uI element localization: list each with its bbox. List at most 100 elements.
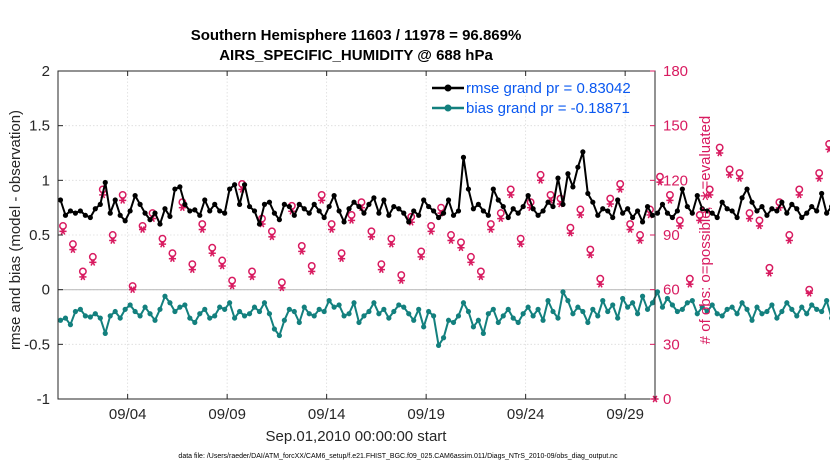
rmse-point: [411, 208, 417, 214]
bias-point: [639, 293, 646, 299]
bias-point: [809, 302, 815, 308]
obs-possible-point: [208, 243, 217, 252]
bias-point: [734, 311, 740, 317]
bias-point: [137, 313, 143, 319]
rmse-point: [306, 210, 312, 216]
rmse-point: [600, 206, 606, 212]
rmse-point: [316, 208, 322, 214]
obs-evaluated-point: [536, 176, 545, 184]
y2-tick-label: 120: [663, 172, 688, 189]
bias-point: [341, 313, 347, 319]
obs-evaluated-point: [168, 255, 177, 263]
bias-point: [560, 289, 566, 295]
obs-evaluated-point: [268, 233, 276, 241]
obs-evaluated-point: [467, 258, 475, 266]
rmse-point: [406, 219, 412, 225]
rmse-point: [82, 212, 88, 218]
obs-evaluated-point: [129, 286, 137, 294]
obs-evaluated-point: [596, 280, 604, 288]
rmse-point: [455, 208, 462, 214]
bias-point: [590, 306, 596, 312]
obs-possible-point: [367, 227, 376, 236]
rmse-point: [809, 203, 815, 210]
series-layer: [57, 149, 830, 349]
rmse-point: [814, 208, 820, 214]
bias-point: [664, 295, 671, 302]
bias-point: [749, 317, 755, 323]
rmse-point: [480, 208, 486, 214]
rmse-point: [117, 212, 123, 218]
obs-evaluated-point: [427, 227, 435, 235]
obs-evaluated-point: [347, 216, 356, 224]
obs-evaluated-point: [805, 289, 813, 297]
obs-possible-point: [68, 240, 77, 249]
bias-point: [336, 302, 342, 308]
rmse-point: [769, 206, 775, 212]
obs-evaluated-point: [676, 222, 684, 230]
bias-point: [227, 300, 233, 306]
bias-point: [580, 308, 586, 315]
rmse-point: [774, 208, 780, 214]
rmse-point: [67, 208, 74, 214]
bias-point: [724, 306, 730, 312]
bias-point: [669, 302, 676, 308]
bias-point: [217, 304, 223, 310]
bias-point: [331, 304, 337, 310]
rmse-point: [450, 212, 457, 218]
obs-evaluated-point: [755, 222, 764, 230]
obs-possible-point: [586, 245, 595, 254]
rmse-point: [157, 221, 163, 227]
x-tick-label: 09/04: [109, 406, 147, 423]
bias-point: [57, 317, 64, 323]
bias-point: [232, 315, 238, 321]
bias-point: [406, 311, 412, 317]
x-tick-label: 09/19: [407, 406, 445, 423]
bias-point: [127, 302, 133, 308]
bias-point: [97, 315, 103, 321]
bias-point: [570, 311, 576, 317]
obs-evaluated-point: [158, 240, 167, 248]
rmse-point: [421, 197, 427, 203]
bias-point: [321, 308, 327, 315]
rmse-point: [620, 210, 626, 216]
rmse-point: [197, 212, 203, 218]
bias-point: [236, 308, 243, 315]
bias-point: [301, 304, 307, 310]
bias-point: [167, 300, 173, 306]
bias-point: [306, 311, 312, 317]
rmse-point: [510, 206, 516, 212]
legend: rmse grand pr = 0.83042 bias grand pr = …: [432, 80, 631, 117]
bias-point: [620, 295, 626, 302]
rmse-point: [187, 208, 193, 214]
bias-point: [192, 319, 198, 326]
bias-point: [381, 306, 387, 312]
obs-possible-point: [626, 220, 635, 229]
bias-point: [207, 315, 213, 321]
rmse-point: [500, 203, 506, 210]
bias-point: [256, 308, 263, 315]
obs-evaluated-point: [616, 185, 624, 193]
bias-point: [485, 311, 491, 317]
bias-point: [774, 315, 780, 321]
obs-possible-point: [636, 231, 645, 239]
bias-point: [530, 313, 536, 319]
bias-point: [296, 319, 302, 326]
obs-possible-point: [397, 271, 406, 280]
bias-point: [426, 308, 432, 315]
obs-evaluated-point: [825, 145, 830, 153]
bias-point: [819, 308, 825, 315]
bias-point: [799, 304, 805, 310]
rmse-point: [92, 206, 98, 212]
bias-point: [789, 306, 795, 312]
obs-possible-point: [705, 185, 714, 194]
rmse-point: [470, 206, 477, 212]
rmse-point: [57, 197, 64, 203]
obs-possible-point: [267, 227, 276, 236]
bias-point: [246, 311, 253, 317]
rmse-point: [301, 206, 307, 212]
obs-evaluated-point: [367, 233, 376, 241]
bias-point: [575, 304, 581, 310]
y-tick-label: 1: [42, 172, 50, 189]
obs-evaluated-point: [735, 175, 744, 183]
rmse-point: [664, 210, 671, 216]
